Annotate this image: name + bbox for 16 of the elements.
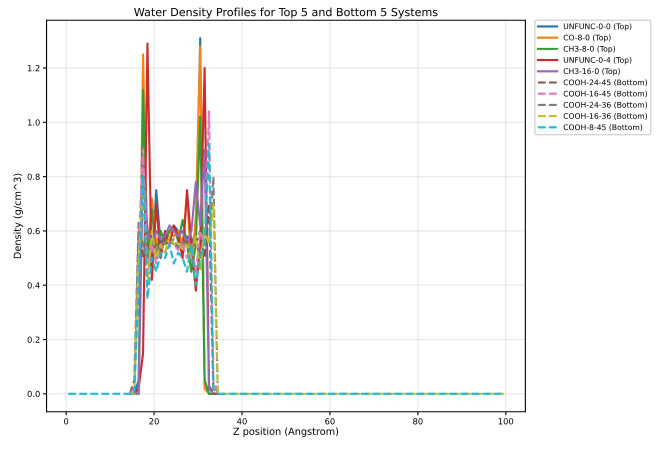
y-tick-label: 1.0: [28, 119, 40, 126]
x-tick-label: 80: [413, 418, 423, 424]
x-tick-label: 40: [237, 418, 247, 424]
x-tick-label: 0: [64, 418, 68, 424]
y-tick-label: 0.6: [28, 228, 40, 234]
x-tick-label: 60: [325, 418, 335, 424]
x-tick-label: 100: [498, 418, 514, 424]
y-tick-label: 0.4: [28, 282, 40, 289]
chart-title: Water Density Profiles for Top 5 and Bottom 5 Systems: [134, 8, 438, 18]
x-axis-title: Z position (Angstrom): [233, 427, 338, 437]
y-tick-label: 0.0: [28, 390, 40, 398]
y-tick-label: 0.2: [28, 336, 40, 343]
y-axis-title: Density (g/cm^3): [13, 174, 23, 258]
y-tick-label: 0.8: [28, 174, 40, 180]
y-tick-label: 1.2: [28, 65, 40, 72]
x-tick-label: 20: [149, 418, 159, 424]
